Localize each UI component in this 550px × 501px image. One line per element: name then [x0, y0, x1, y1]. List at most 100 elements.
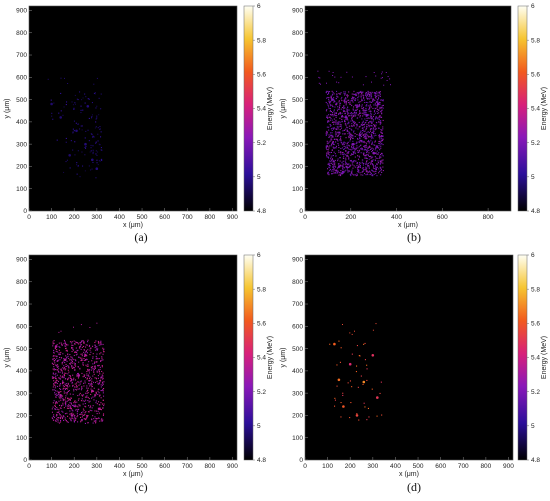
colorbar-tick-label: 5.8 — [257, 286, 266, 293]
x-tick-label: 700 — [458, 463, 469, 470]
colorbar — [243, 254, 254, 461]
colorbar — [243, 5, 254, 212]
y-axis-label: y (μm) — [280, 348, 287, 368]
colorbar — [517, 5, 528, 212]
x-tick-label: 200 — [345, 214, 356, 221]
y-tick-label: 700 — [292, 301, 303, 308]
y-tick-label: 800 — [16, 30, 27, 37]
colorbar-tick-label: 5 — [531, 423, 535, 430]
chart-panel-4: 0 100 200 300 400 500 600 700 800 900 0 100 200 300 40… — [280, 252, 548, 494]
x-tick-label: 700 — [182, 214, 193, 221]
y-tick-label: 400 — [16, 368, 27, 375]
colorbar — [517, 254, 528, 461]
data-point — [344, 116, 348, 119]
x-tick-label: 0 — [303, 214, 307, 221]
panel-label: (b) — [407, 230, 421, 244]
data-point — [95, 167, 99, 170]
y-tick-label: 800 — [292, 279, 303, 286]
colorbar-tick-label: 5.6 — [257, 72, 266, 79]
colorbar-tick-label: 5.6 — [531, 72, 540, 79]
data-point — [84, 354, 87, 357]
x-tick-label: 800 — [480, 463, 491, 470]
colorbar-tick-label: 5.8 — [257, 37, 266, 44]
x-axis-label: x (μm) — [123, 222, 143, 229]
y-tick-label: 100 — [16, 186, 27, 193]
colorbar-tick-label: 5.2 — [257, 140, 266, 147]
x-tick-label: 400 — [114, 463, 125, 470]
plot-area — [28, 5, 238, 212]
x-axis-label: x (μm) — [398, 222, 418, 229]
y-axis-label: y (μm) — [4, 99, 11, 119]
data-point — [348, 362, 352, 366]
x-tick-label: 500 — [413, 463, 424, 470]
data-point — [91, 158, 94, 162]
y-tick-label: 300 — [16, 390, 27, 397]
colorbar-tick-label: 5.8 — [531, 286, 540, 293]
x-tick-label: 0 — [27, 463, 31, 470]
colorbar-tick-label: 5.4 — [531, 355, 540, 362]
data-point — [68, 154, 71, 157]
hit-density-texture — [329, 323, 383, 421]
panel-label: (d) — [407, 480, 421, 494]
x-tick-label: 300 — [91, 214, 102, 221]
y-tick-label: 700 — [16, 52, 27, 59]
colorbar-tick-label: 5.2 — [257, 389, 266, 396]
x-tick-label: 400 — [390, 463, 401, 470]
colorbar-tick-label: 4.8 — [257, 457, 266, 464]
x-tick-label: 500 — [137, 214, 148, 221]
data-point — [362, 380, 366, 384]
y-tick-label: 600 — [16, 324, 27, 331]
colorbar-tick-label: 5.4 — [531, 106, 540, 113]
y-tick-label: 200 — [16, 164, 27, 171]
data-point — [337, 378, 341, 382]
y-tick-label: 300 — [16, 141, 27, 148]
y-tick-label: 500 — [16, 97, 27, 104]
data-point — [77, 374, 80, 377]
colorbar-tick-label: 6 — [257, 3, 261, 10]
colorbar-tick-label: 5.6 — [531, 321, 540, 328]
colorbar-label: Energy (MeV) — [267, 336, 274, 379]
data-point — [338, 165, 341, 168]
y-tick-label: 100 — [292, 186, 303, 193]
data-point — [86, 105, 90, 108]
chart-panel-2: 0 200 400 600 800 0 100 200 300 400 500 600 700 800 90… — [280, 3, 548, 244]
hit-density-texture — [51, 322, 105, 424]
y-tick-label: 500 — [292, 346, 303, 353]
y-tick-label: 800 — [292, 30, 303, 37]
y-tick-label: 400 — [292, 119, 303, 126]
y-tick-label: 700 — [292, 52, 303, 59]
y-tick-label: 400 — [16, 119, 27, 126]
data-point — [376, 396, 379, 399]
hit-density-texture — [317, 70, 391, 177]
x-tick-label: 200 — [345, 463, 356, 470]
colorbar-tick-label: 5.6 — [257, 321, 266, 328]
x-tick-label: 200 — [69, 463, 80, 470]
y-tick-label: 500 — [16, 346, 27, 353]
data-point — [372, 151, 376, 155]
y-tick-label: 300 — [292, 141, 303, 148]
data-point — [333, 342, 336, 346]
data-point — [59, 116, 62, 119]
x-tick-label: 200 — [69, 214, 80, 221]
x-tick-label: 100 — [46, 463, 57, 470]
colorbar-tick-label: 6 — [531, 252, 535, 259]
x-tick-label: 600 — [437, 214, 448, 221]
data-point — [358, 133, 362, 137]
colorbar-tick-label: 5.8 — [531, 37, 540, 44]
x-tick-label: 0 — [303, 463, 307, 470]
colorbar-tick-label: 4.8 — [531, 457, 540, 464]
colorbar-tick-label: 6 — [257, 252, 261, 259]
data-point — [355, 414, 359, 417]
chart-panel-1: 0 100 200 300 400 500 600 700 800 900 0 100 200 300 40… — [4, 3, 274, 244]
y-tick-label: 900 — [16, 257, 27, 264]
x-tick-label: 400 — [391, 214, 402, 221]
colorbar-tick-label: 4.8 — [257, 208, 266, 215]
hit-density-texture — [47, 77, 103, 179]
plot-area — [28, 254, 238, 461]
data-point — [91, 389, 94, 393]
y-tick-label: 600 — [292, 324, 303, 331]
y-tick-label: 0 — [299, 457, 303, 464]
data-point — [70, 414, 74, 417]
y-tick-label: 200 — [292, 413, 303, 420]
x-tick-label: 800 — [204, 214, 215, 221]
